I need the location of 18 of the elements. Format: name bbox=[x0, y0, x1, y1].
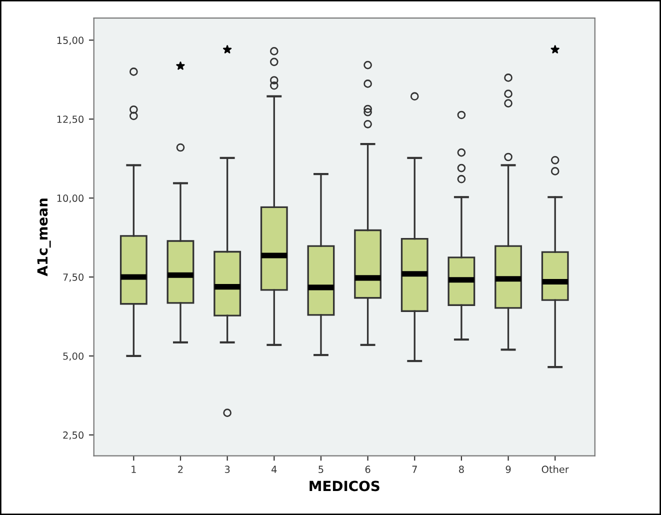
x-tick-label: 6 bbox=[365, 466, 370, 474]
y-axis-title: A1c_mean bbox=[37, 198, 51, 276]
x-tick-label: 2 bbox=[178, 466, 183, 473]
y-tick-label: 10,00 bbox=[57, 194, 84, 203]
y-tick-label: 5,00 bbox=[63, 352, 84, 361]
x-tick-label: 1 bbox=[132, 466, 136, 473]
y-tick-label: 12,50 bbox=[57, 116, 84, 124]
x-tick-label: 8 bbox=[459, 466, 464, 474]
x-axis-title: MEDICOS bbox=[310, 480, 380, 492]
x-tick-label: 4 bbox=[272, 466, 277, 473]
y-tick-label: 15,00 bbox=[57, 36, 84, 45]
x-tick-label: 5 bbox=[318, 466, 324, 474]
x-tick-label: Other bbox=[542, 465, 569, 474]
x-tick-label: 7 bbox=[412, 466, 417, 473]
y-tick-label: 2,50 bbox=[63, 431, 84, 440]
x-tick-label: 3 bbox=[224, 466, 230, 474]
y-tick-label: 7,50 bbox=[63, 273, 84, 282]
x-tick-label: 9 bbox=[506, 466, 511, 474]
